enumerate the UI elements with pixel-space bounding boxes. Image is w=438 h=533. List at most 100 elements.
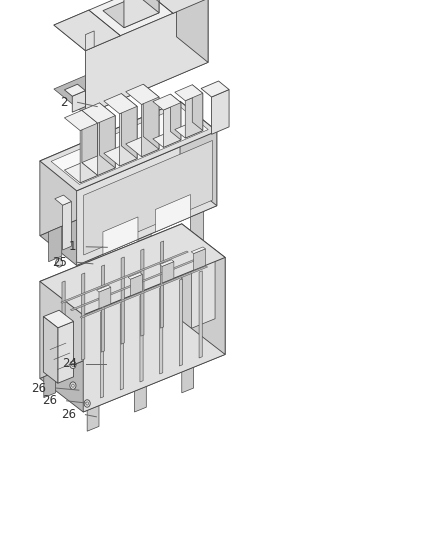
Polygon shape [180,279,183,366]
Polygon shape [141,0,208,13]
Polygon shape [96,285,111,292]
Polygon shape [182,367,194,393]
Polygon shape [162,262,174,283]
Circle shape [70,361,76,369]
Polygon shape [71,259,198,311]
Polygon shape [43,317,58,383]
Polygon shape [121,257,124,344]
Polygon shape [99,103,115,168]
Polygon shape [49,226,62,262]
Circle shape [56,259,63,267]
Polygon shape [138,0,159,13]
Polygon shape [177,0,208,62]
Polygon shape [138,233,151,269]
Polygon shape [40,101,217,191]
Polygon shape [104,94,137,114]
Text: 25: 25 [52,256,67,269]
Polygon shape [104,146,137,166]
Polygon shape [72,91,85,112]
Polygon shape [99,287,111,309]
Polygon shape [154,181,167,217]
Polygon shape [82,110,98,175]
Polygon shape [159,287,163,374]
Polygon shape [128,272,142,279]
Polygon shape [180,101,217,206]
Polygon shape [163,102,181,147]
Polygon shape [159,260,174,266]
Text: 26: 26 [31,382,46,394]
Polygon shape [120,107,137,166]
Polygon shape [201,81,229,97]
Polygon shape [40,176,217,265]
Polygon shape [103,0,159,28]
Polygon shape [124,0,159,28]
Polygon shape [155,195,191,232]
Polygon shape [191,247,205,254]
Polygon shape [134,386,146,412]
Polygon shape [143,84,159,149]
Polygon shape [58,321,74,383]
Polygon shape [54,37,208,115]
Polygon shape [194,249,205,270]
Polygon shape [40,101,180,236]
Polygon shape [212,90,229,134]
Polygon shape [131,274,142,296]
Polygon shape [170,94,181,140]
Polygon shape [191,249,215,328]
Polygon shape [191,211,204,247]
Polygon shape [80,123,98,183]
Polygon shape [138,334,150,359]
Text: 24: 24 [62,357,77,370]
Polygon shape [64,110,98,131]
Polygon shape [153,131,181,147]
Polygon shape [83,257,225,412]
Polygon shape [185,93,203,138]
Polygon shape [87,406,99,431]
Polygon shape [121,94,137,159]
Polygon shape [85,0,208,115]
Polygon shape [126,136,159,157]
Polygon shape [63,201,71,250]
Polygon shape [54,10,120,51]
Polygon shape [64,163,98,183]
Polygon shape [40,321,225,412]
Polygon shape [64,84,85,96]
Polygon shape [44,372,56,398]
Polygon shape [98,116,115,175]
Polygon shape [101,204,114,239]
Polygon shape [103,217,138,254]
Polygon shape [141,97,159,157]
Polygon shape [51,107,208,184]
Polygon shape [175,85,203,101]
Polygon shape [43,310,74,328]
Polygon shape [85,31,94,51]
Circle shape [70,382,76,389]
Polygon shape [82,273,85,360]
Polygon shape [61,251,188,303]
Polygon shape [91,353,103,378]
Text: 26: 26 [42,394,57,407]
Polygon shape [82,155,115,175]
Polygon shape [40,224,182,378]
Text: 2: 2 [60,96,68,109]
Text: 26: 26 [61,408,76,421]
Polygon shape [82,103,115,123]
Polygon shape [54,0,208,51]
Polygon shape [40,224,225,315]
Polygon shape [182,224,225,354]
Polygon shape [126,84,159,104]
Polygon shape [140,295,143,382]
Polygon shape [120,303,124,390]
Polygon shape [77,131,217,265]
Polygon shape [192,85,203,131]
Polygon shape [141,249,144,336]
Polygon shape [175,122,203,138]
Circle shape [84,400,90,407]
Polygon shape [101,265,105,352]
Polygon shape [80,266,208,318]
Polygon shape [62,281,65,368]
Text: 1: 1 [69,240,77,253]
Polygon shape [100,311,104,398]
Polygon shape [55,195,71,205]
Polygon shape [84,140,212,255]
